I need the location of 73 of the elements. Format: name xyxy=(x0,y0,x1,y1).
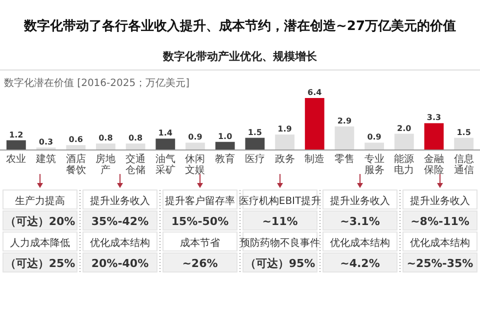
data-label: 2.9 xyxy=(337,116,352,126)
data-label: 0.8 xyxy=(98,134,114,142)
x-tick-label: 信息通信 xyxy=(454,153,474,176)
x-tick-label: 油气采矿 xyxy=(155,153,176,176)
text: 生产力提高 xyxy=(15,195,65,207)
x-tick-label: 能源电力 xyxy=(394,153,414,176)
text: 35%-42% xyxy=(91,215,149,228)
y-axis-title: 数字化潜在价值 [2016-2025；万亿美元] xyxy=(4,77,190,89)
data-label: 6.4 xyxy=(308,88,322,97)
bar xyxy=(334,126,354,150)
x-tick-label: 制造 xyxy=(304,153,325,165)
text: 提升业务收入 xyxy=(90,195,150,207)
text: （可达）25% xyxy=(4,257,76,270)
bar xyxy=(304,98,324,150)
x-tick-label: 专业服务 xyxy=(364,153,384,176)
data-label: 1.5 xyxy=(456,128,472,137)
text: 成本节省 xyxy=(180,237,220,249)
text: 15%-50% xyxy=(171,215,229,228)
data-label: 1.2 xyxy=(9,130,24,140)
x-tick-label: 建筑 xyxy=(35,153,56,165)
bar xyxy=(126,144,146,150)
bar xyxy=(424,123,444,150)
bar xyxy=(156,138,176,150)
data-label: 3.3 xyxy=(426,113,442,122)
bar xyxy=(454,138,474,150)
text: 优化成本结构 xyxy=(410,237,470,249)
data-label: 1.0 xyxy=(218,132,233,141)
x-tick-label: 交通仓储 xyxy=(126,153,146,176)
text: 优化成本结构 xyxy=(90,237,150,249)
data-label: 0.9 xyxy=(367,132,382,142)
x-tick-label: 零售 xyxy=(334,153,354,165)
text: ~3.1% xyxy=(340,215,380,228)
text: 人力成本降低 xyxy=(10,237,70,249)
bar xyxy=(275,134,294,150)
bar xyxy=(215,142,235,150)
data-label: 1.4 xyxy=(158,128,173,138)
text: 预防药物不良事件 xyxy=(240,237,320,249)
x-tick-label: 酒店餐饮 xyxy=(66,153,86,176)
text: （可达）20% xyxy=(4,215,76,228)
bar xyxy=(96,144,116,150)
bar xyxy=(6,140,26,150)
text: 20%-40% xyxy=(91,257,149,270)
data-label: 0.3 xyxy=(38,138,54,147)
data-label: 1.5 xyxy=(248,128,262,137)
text: 提升客户留存率 xyxy=(165,195,235,207)
data-label: 1.9 xyxy=(278,124,292,134)
x-tick-label: 休闲文娱 xyxy=(185,153,206,176)
x-tick-label: 农业 xyxy=(6,153,26,165)
bar xyxy=(394,134,414,150)
text: ~11% xyxy=(262,215,298,228)
x-tick-label: 金融保险 xyxy=(424,153,444,176)
text: （可达）95% xyxy=(244,257,316,270)
x-tick-label: 政务 xyxy=(274,153,295,165)
data-label: 0.9 xyxy=(188,132,203,142)
bar xyxy=(245,138,265,150)
bar xyxy=(364,142,384,150)
x-tick-label: 房地产 xyxy=(96,153,116,176)
bar xyxy=(186,142,205,150)
text: 提升业务收入 xyxy=(330,195,390,207)
text: ~4.2% xyxy=(340,257,380,270)
text: ~26% xyxy=(182,257,218,270)
data-label: 2.0 xyxy=(397,124,412,133)
x-tick-label: 教育 xyxy=(215,153,236,165)
data-label: 0.6 xyxy=(68,135,84,144)
chart-subtitle: 数字化带动产业优化、规模增长 xyxy=(162,50,318,63)
x-tick-label: 医疗 xyxy=(244,153,265,165)
data-label: 0.8 xyxy=(128,134,144,142)
text: 优化成本结构 xyxy=(330,237,390,249)
chart-title: 数字化带动了各行各业收入提升、成本节约，潜在创造~27万亿美元的价值 xyxy=(23,18,456,34)
text: 提升业务收入 xyxy=(410,195,470,207)
bar xyxy=(66,145,86,150)
text: ~25%-35% xyxy=(406,257,474,270)
text: ~8%-11% xyxy=(410,215,470,228)
